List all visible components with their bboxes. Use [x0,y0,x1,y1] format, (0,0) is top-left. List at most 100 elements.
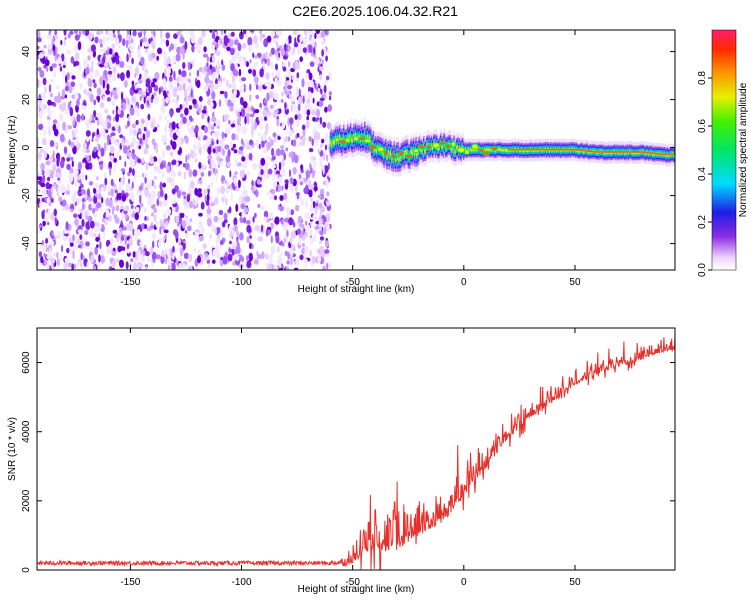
noise-blob [315,216,320,221]
noise-blob [299,56,304,62]
noise-blob [171,160,177,166]
noise-blob [308,72,313,81]
noise-blob [297,228,301,235]
noise-blob [236,124,242,133]
noise-blob [284,136,289,143]
signal-band [398,157,400,163]
noise-blob [319,209,323,218]
noise-blob [105,30,108,35]
noise-blob [37,190,40,195]
noise-blob [57,186,61,196]
noise-blob [301,78,305,88]
noise-blob [108,70,113,75]
noise-blob [78,207,81,215]
noise-blob [86,154,90,162]
signal-band [537,149,540,153]
noise-blob [153,84,159,92]
noise-blob [117,43,121,49]
noise-blob [239,31,244,40]
signal-core [579,149,582,151]
noise-blob [73,263,77,269]
noise-blob [200,201,205,210]
noise-blob [278,176,283,184]
noise-blob [265,72,270,80]
noise-blob [113,116,116,122]
noise-blob [230,48,235,56]
noise-blob [141,252,144,262]
noise-blob [216,50,221,57]
noise-blob [64,257,69,263]
noise-blob [68,85,73,94]
noise-blob [295,86,299,93]
noise-blob [276,71,281,78]
noise-blob [40,256,44,264]
noise-blob [309,38,315,46]
noise-blob [38,170,43,175]
noise-blob [39,81,42,87]
noise-blob [69,208,74,213]
noise-blob [287,70,292,78]
noise-blob [238,196,243,203]
noise-blob [105,36,110,41]
noise-blob [47,190,52,198]
noise-blob [233,149,238,154]
noise-blob [198,74,202,79]
noise-blob [87,55,91,61]
noise-blob [168,81,174,90]
noise-blob [53,208,57,217]
noise-blob [123,234,127,239]
noise-blob [42,174,46,183]
noise-blob [308,43,313,54]
noise-blob [309,228,313,237]
noise-blob [301,124,306,131]
noise-blob [64,94,68,99]
noise-blob [193,247,197,254]
noise-blob [213,83,219,91]
noise-blob [290,103,293,113]
noise-blob [319,236,325,241]
noise-blob [210,181,214,187]
noise-blob [159,225,162,235]
noise-blob [39,70,45,78]
noise-blob [190,189,193,194]
noise-blob [254,41,259,49]
noise-blob [89,66,94,73]
noise-blob [57,56,62,64]
noise-blob [271,71,275,80]
noise-blob [76,260,81,267]
noise-blob [257,203,261,208]
noise-blob [131,194,135,203]
noise-blob [223,194,226,203]
noise-blob [158,200,163,207]
noise-blob [248,68,252,74]
noise-blob [188,84,191,92]
noise-blob [93,265,97,270]
noise-blob [224,144,230,150]
noise-blob [275,41,279,49]
noise-blob [117,108,121,115]
noise-blob [83,58,88,68]
noise-blob [249,242,252,250]
noise-blob [319,116,323,125]
noise-blob [256,179,261,185]
noise-blob [70,141,75,148]
noise-blob [192,98,197,105]
noise-blob [135,105,138,114]
noise-blob [122,38,126,46]
noise-blob [250,106,254,112]
noise-blob [102,79,106,89]
noise-blob [66,49,71,55]
noise-blob [207,185,211,190]
noise-blob [326,30,329,36]
noise-blob [192,169,198,177]
noise-blob [242,216,246,224]
noise-blob [246,224,252,233]
noise-blob [226,182,230,188]
noise-blob [44,260,48,266]
noise-blob [119,56,122,62]
noise-blob [311,109,316,116]
noise-blob [249,139,254,146]
noise-blob [220,228,224,233]
spectrogram-marks [37,30,675,270]
